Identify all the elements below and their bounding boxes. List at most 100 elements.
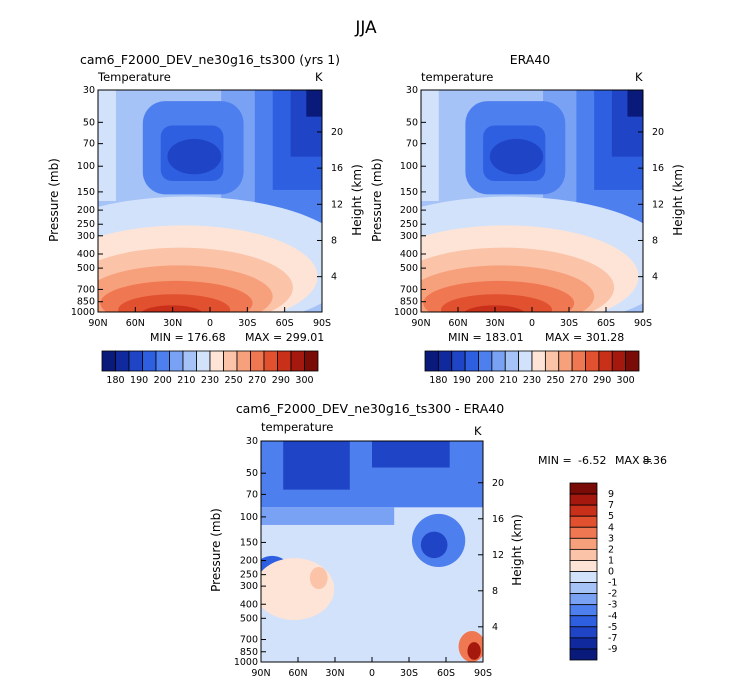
colorbar-swatch	[424, 350, 439, 372]
y2-tick-label: 4	[331, 272, 337, 283]
panel-era40: ERA40 temperature K 30507010015020025030…	[370, 52, 685, 386]
y2-tick-label: 12	[652, 199, 664, 210]
panel-era40-units: K	[635, 70, 643, 84]
y-tick-label: 70	[406, 139, 418, 150]
colorbar-swatch	[598, 350, 613, 372]
colorbar-swatch	[101, 350, 116, 372]
y-tick-label: 100	[240, 512, 258, 523]
contour-region	[306, 90, 322, 117]
contour-region	[372, 441, 450, 468]
y-tick-label: 70	[246, 489, 258, 500]
x-tick-label: 0	[207, 318, 213, 329]
y2-tick-label: 16	[331, 163, 343, 174]
panel-diff-min-value: -6.52	[578, 454, 606, 467]
y-tick-label: 200	[77, 205, 95, 216]
y-tick-label: 100	[77, 161, 95, 172]
y-tick-label: 250	[240, 570, 258, 581]
contour-region	[440, 294, 552, 312]
y-tick-label: 30	[246, 436, 258, 447]
panel-diff-y2label: Height (km)	[510, 514, 524, 585]
colorbar-label: 0	[608, 567, 614, 578]
panel-diff-max-label: MAX =	[615, 454, 652, 467]
x-tick-label: 60N	[448, 318, 467, 329]
colorbar-label: 190	[453, 375, 471, 386]
colorbar-label: 270	[570, 375, 588, 386]
y-tick-label: 300	[240, 581, 258, 592]
x-tick-label: 60N	[126, 318, 145, 329]
panel-era40-y2label: Height (km)	[671, 164, 685, 235]
colorbar-swatch	[569, 537, 598, 550]
colorbar-swatch	[585, 350, 600, 372]
x-tick-label: 90S	[474, 668, 492, 679]
colorbar-swatch	[451, 350, 466, 372]
contour-region	[283, 441, 350, 490]
colorbar-label: -7	[608, 633, 617, 644]
panel-model-ylabel: Pressure (mb)	[47, 158, 61, 242]
colorbar-label: 180	[106, 375, 124, 386]
x-tick-label: 60S	[597, 318, 615, 329]
colorbar-swatch	[569, 582, 598, 595]
colorbar-swatch	[611, 350, 627, 372]
panel-diff-ylabel: Pressure (mb)	[209, 508, 223, 592]
y-tick-label: 250	[77, 219, 95, 230]
x-tick-label: 0	[369, 668, 375, 679]
colorbar-swatch	[569, 626, 598, 639]
contour-region	[167, 138, 222, 175]
colorbar-swatch	[569, 648, 598, 661]
x-tick-label: 30S	[400, 668, 418, 679]
panel-model-max: MAX = 299.01	[245, 331, 324, 344]
panel-diff-max-value: 8.36	[643, 454, 668, 467]
y2-tick-label: 16	[492, 514, 504, 525]
colorbar-swatch	[544, 350, 560, 372]
y2-tick-label: 16	[652, 163, 664, 174]
y-tick-label: 500	[240, 613, 258, 624]
colorbar-swatch	[478, 350, 493, 372]
colorbar-swatch	[569, 593, 598, 606]
y-tick-label: 400	[400, 249, 418, 260]
colorbar-swatch	[569, 615, 598, 628]
colorbar-label: 230	[201, 375, 219, 386]
colorbar-label: 3	[608, 533, 614, 544]
y-tick-label: 300	[77, 231, 95, 242]
x-tick-label: 90N	[251, 668, 270, 679]
colorbar-swatch	[464, 350, 479, 372]
y2-tick-label: 20	[492, 478, 504, 489]
colorbar-label: -9	[608, 644, 617, 655]
y-tick-label: 850	[400, 297, 418, 308]
y-tick-label: 50	[246, 468, 258, 479]
x-tick-label: 90S	[634, 318, 652, 329]
colorbar-swatch	[209, 350, 224, 372]
y-tick-label: 850	[77, 297, 95, 308]
panel-era40-title: ERA40	[510, 52, 551, 67]
x-tick-label: 60S	[276, 318, 294, 329]
colorbar-swatch	[155, 350, 170, 372]
panel-era40-max: MAX = 301.28	[545, 331, 624, 344]
colorbar-swatch	[304, 350, 319, 372]
y-tick-label: 500	[77, 263, 95, 274]
colorbar-swatch	[290, 350, 305, 372]
colorbar-swatch	[115, 350, 130, 372]
y-tick-label: 150	[400, 187, 418, 198]
colorbar-swatch	[569, 493, 598, 506]
y-tick-label: 400	[77, 249, 95, 260]
panel-diff-title: cam6_F2000_DEV_ne30g16_ts300 - ERA40	[236, 401, 504, 416]
colorbar-swatch	[569, 571, 598, 583]
x-tick-label: 90S	[313, 318, 331, 329]
colorbar-label: 200	[154, 375, 172, 386]
colorbar-swatch	[263, 350, 278, 372]
colorbar-swatch	[182, 350, 197, 372]
y-tick-label: 700	[77, 284, 95, 295]
x-tick-label: 90N	[88, 318, 107, 329]
panel-model-min: MIN = 176.68	[150, 331, 226, 344]
contour-region	[489, 138, 544, 175]
y2-tick-label: 12	[492, 550, 504, 561]
panel-model-title: cam6_F2000_DEV_ne30g16_ts300 (yrs 1)	[80, 52, 340, 67]
y-tick-label: 100	[400, 161, 418, 172]
colorbar-swatch	[518, 350, 533, 372]
contour-fill	[98, 90, 322, 312]
colorbar-swatch	[569, 637, 598, 650]
